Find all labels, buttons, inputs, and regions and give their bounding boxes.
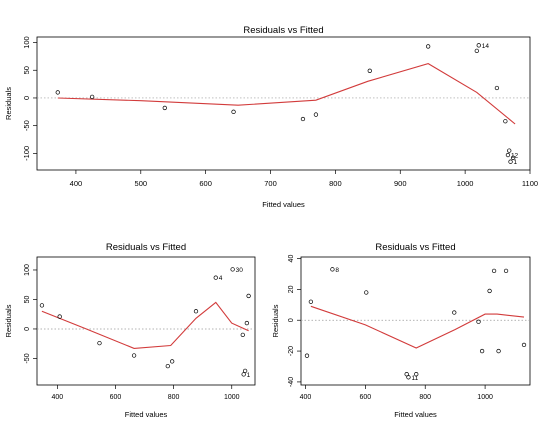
panel-1-title: Residuals vs Fitted	[243, 25, 323, 36]
panel-2-x-axis-label: Fitted values	[125, 410, 168, 419]
panel-3-y-tick-label: -20	[288, 346, 295, 356]
panel-3-y-tick-label: 20	[288, 285, 295, 293]
panel-2-x-tick-label: 800	[168, 394, 180, 401]
panel-1-x-tick-label: 400	[70, 179, 83, 188]
panel-2-data-point	[39, 303, 45, 308]
panel-1-data-point	[494, 85, 500, 91]
panel-1-y-tick-label: 0	[22, 96, 31, 100]
panel-2-plot-frame	[36, 256, 256, 386]
panel-1-x-tick-label: 500	[135, 179, 148, 188]
panel-3-data-point	[304, 353, 310, 358]
panel-3-y-axis-label: Residuals	[271, 304, 280, 337]
panel-3-point-label: 8	[335, 267, 339, 274]
panel-1-data-point	[231, 109, 236, 114]
panel-1-y-tick-label: -50	[22, 120, 31, 131]
panel-2-data-point	[165, 363, 170, 369]
panel-2-point-label: 30	[236, 267, 244, 274]
panel-3-data-point	[452, 310, 457, 315]
panel-1-x-tick-label: 800	[329, 179, 342, 188]
panel-1-y-axis-label: Residuals	[4, 87, 13, 120]
panel-1-data-point	[476, 43, 481, 48]
panel-1-x-tick-label: 600	[199, 179, 212, 188]
panel-1-x-tick-label: 1000	[457, 179, 474, 188]
panel-3-data-point	[330, 267, 335, 272]
panel-2-smooth-line	[41, 301, 249, 349]
panel-3-data-point	[406, 375, 411, 380]
panel-1-data-point	[162, 105, 167, 111]
panel-2-data-point	[193, 309, 199, 314]
panel-3-title: Residuals vs Fitted	[375, 242, 455, 253]
panel-3-data-point	[308, 299, 314, 304]
panel-2-y-axis-label: Residuals	[4, 304, 13, 337]
panel-2-data-point	[241, 372, 246, 377]
panel-3-point-label: 11	[411, 375, 418, 382]
panel-1-data-point	[508, 159, 513, 164]
panel-1-y-tick-label: 50	[22, 66, 31, 74]
panel-3-x-tick-label: 800	[419, 394, 431, 401]
panel-1-x-tick-label: 1100	[522, 179, 538, 188]
panel-3-data-point	[364, 290, 369, 295]
panel-3-smooth-line	[310, 305, 525, 349]
panel-1-x-tick-label: 700	[264, 179, 277, 188]
panel-2-data-point	[57, 314, 62, 319]
panel-3-x-tick-label: 1000	[477, 394, 493, 401]
panel-2-y-tick-label: 50	[24, 295, 31, 303]
panel-1-point-label: 14	[482, 43, 490, 50]
panel-2-data-point	[230, 267, 235, 272]
panel-2-y-tick-label: 0	[24, 327, 31, 331]
panel-2-data-point	[244, 320, 250, 326]
panel-2-data-point	[97, 340, 102, 346]
panel-3-x-tick-label: 600	[360, 394, 372, 401]
panel-1-data-point	[507, 148, 512, 153]
panel-3-data-point	[487, 288, 492, 294]
panel-3-data-point	[521, 342, 527, 348]
panel-3-y-tick-label: 0	[288, 318, 295, 322]
panel-3-y-tick-label: -40	[288, 377, 295, 387]
panel-1-data-point	[510, 155, 516, 160]
panel-1-data-point	[426, 44, 431, 49]
panel-2-y-tick-label: 100	[24, 264, 31, 276]
panel-1-data-point	[55, 90, 60, 95]
panel-1-point-label: 12	[511, 153, 519, 160]
panel-3-x-tick-label: 400	[300, 394, 312, 401]
panel-1-y-tick-label: 100	[22, 36, 31, 49]
panel-2-data-point	[213, 275, 218, 280]
panel-3-data-point	[496, 348, 501, 354]
panel-2-data-point	[170, 359, 175, 364]
panel-1-data-point	[313, 112, 319, 117]
panel-1-data-point	[503, 119, 508, 124]
panel-1-data-point	[474, 48, 479, 54]
panel-3-data-point	[414, 372, 419, 377]
panel-2-y-tick-label: -50	[24, 353, 31, 363]
panel-1-x-tick-label: 900	[394, 179, 407, 188]
panel-1-point-label: 1	[514, 159, 518, 166]
panel-3-data-point	[404, 372, 409, 377]
panel-2-point-label: 4	[219, 275, 223, 282]
panel-3-data-point	[503, 268, 509, 274]
panel-1-y-tick-label: -100	[22, 146, 31, 161]
panel-3-data-point	[476, 319, 481, 324]
panel-2-x-tick-label: 600	[110, 394, 122, 401]
panel-1-data-point	[89, 94, 95, 99]
panel-3-y-tick-label: 40	[288, 255, 295, 263]
panel-2-title: Residuals vs Fitted	[106, 242, 186, 253]
panel-1-x-axis-label: Fitted values	[262, 200, 305, 209]
panel-2-x-tick-label: 1000	[224, 394, 240, 401]
panel-2-data-point	[240, 332, 245, 338]
panel-2-data-point	[246, 293, 251, 299]
panel-3-x-axis-label: Fitted values	[394, 410, 437, 419]
panel-2-point-label: 1	[247, 372, 251, 379]
panel-1-smooth-line	[57, 63, 516, 125]
panel-1-data-point	[505, 152, 511, 158]
panel-2-data-point	[131, 353, 137, 358]
panel-3-data-point	[491, 268, 497, 274]
panel-1-plot-frame	[36, 36, 531, 171]
panel-2-x-tick-label: 400	[52, 394, 64, 401]
panel-2-data-point	[242, 368, 248, 373]
panel-3-plot-frame	[300, 256, 531, 386]
panel-1-data-point	[367, 68, 372, 73]
panel-1-data-point	[300, 116, 306, 122]
panel-3-data-point	[479, 348, 485, 354]
